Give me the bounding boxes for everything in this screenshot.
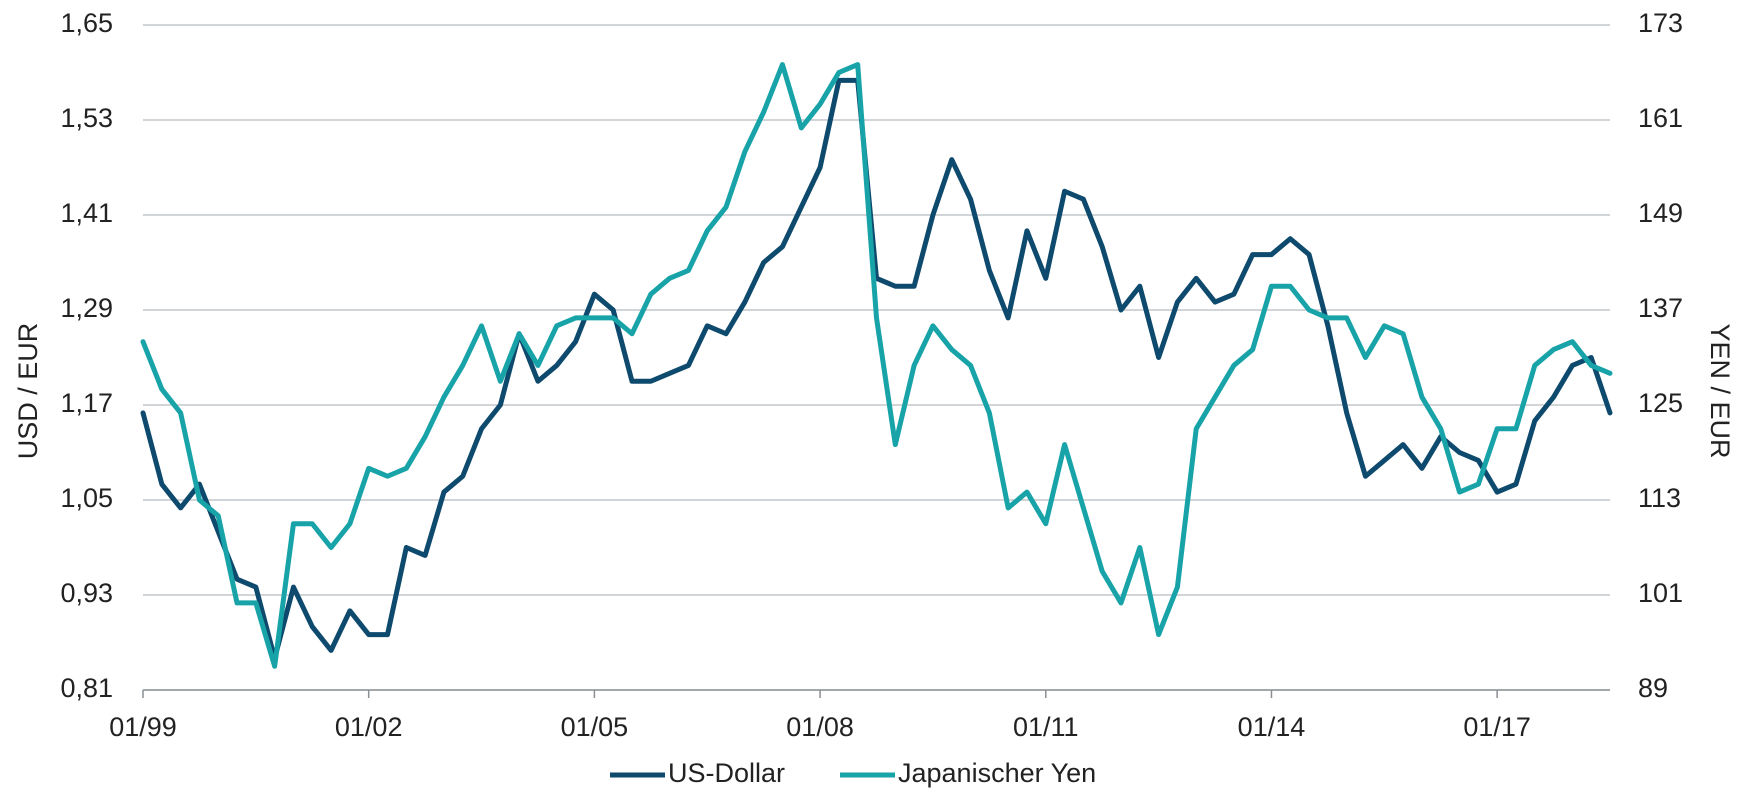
- legend-label: Japanischer Yen: [898, 758, 1096, 788]
- y2-tick-label: 89: [1638, 673, 1668, 703]
- y-tick-label: 1,05: [60, 483, 113, 513]
- y-tick-label: 1,41: [60, 198, 113, 228]
- x-tick-label: 01/11: [1013, 712, 1079, 742]
- y-tick-label: 0,93: [60, 578, 113, 608]
- series-line: [140, 77, 1613, 661]
- y2-tick-label: 173: [1638, 8, 1683, 38]
- x-tick-label: 01/05: [561, 712, 629, 742]
- y2-tick-label: 101: [1638, 578, 1683, 608]
- y-tick-label: 1,29: [60, 293, 113, 323]
- y2-tick-label: 137: [1638, 293, 1683, 323]
- y-tick-label: 1,17: [60, 388, 113, 418]
- y2-tick-label: 113: [1638, 483, 1681, 513]
- legend-label: US-Dollar: [668, 758, 785, 788]
- y-tick-label: 1,53: [60, 103, 113, 133]
- y2-tick-label: 149: [1638, 198, 1683, 228]
- x-tick-label: 01/02: [335, 712, 403, 742]
- y-tick-label: 0,81: [60, 673, 113, 703]
- series-line: [140, 62, 1613, 669]
- y2-tick-label: 161: [1638, 103, 1683, 133]
- y-axis-title: USD / EUR: [13, 323, 43, 460]
- x-tick-label: 01/99: [109, 712, 177, 742]
- x-tick-label: 01/17: [1463, 712, 1531, 742]
- x-tick-label: 01/08: [786, 712, 854, 742]
- x-tick-label: 01/14: [1238, 712, 1306, 742]
- y2-axis-title: YEN / EUR: [1705, 323, 1735, 458]
- y-tick-label: 1,65: [60, 8, 113, 38]
- y2-tick-label: 125: [1638, 388, 1683, 418]
